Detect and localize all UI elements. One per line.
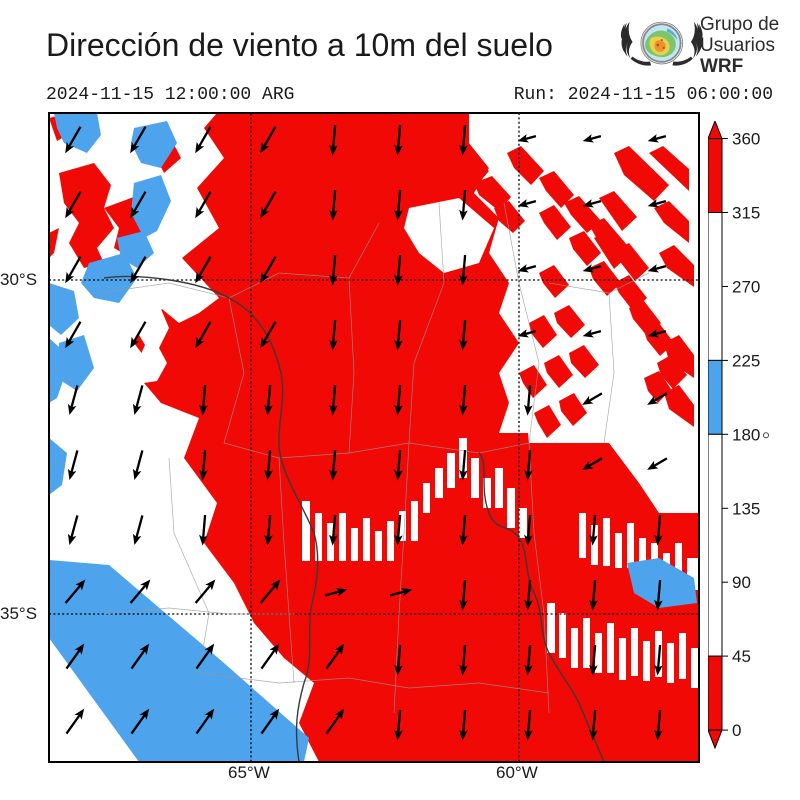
svg-text:135: 135 (732, 499, 760, 518)
svg-text:360: 360 (732, 130, 760, 149)
svg-text:0: 0 (732, 721, 741, 740)
svg-text:225: 225 (732, 351, 760, 370)
svg-text:45: 45 (732, 647, 751, 666)
svg-text:180: 180 (732, 425, 760, 444)
svg-text:315: 315 (732, 204, 760, 223)
svg-text:90: 90 (732, 573, 751, 592)
svg-text:270: 270 (732, 278, 760, 297)
